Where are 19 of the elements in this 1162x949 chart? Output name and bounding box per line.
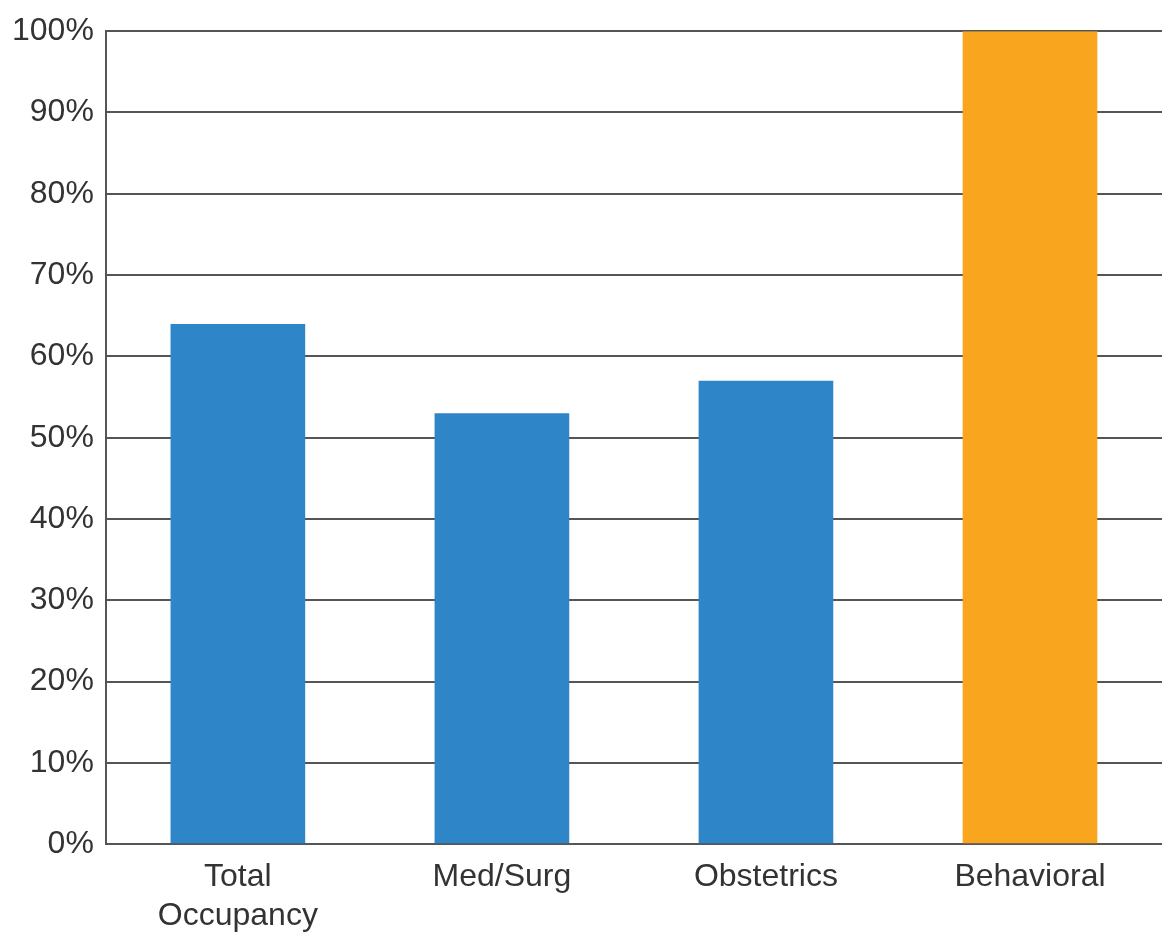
y-tick-label: 100% [12,11,94,48]
y-tick-label: 80% [29,173,94,210]
y-tick-label: 10% [29,742,94,779]
y-tick-label: 20% [29,661,94,698]
y-tick-label: 70% [29,254,94,291]
y-tick-label: 30% [29,580,94,617]
y-tick-label: 50% [29,417,94,454]
y-tick-label: 60% [29,336,94,373]
bar [434,413,570,844]
y-tick-label: 0% [47,824,94,861]
x-tick-label: Med/Surg [432,857,572,894]
y-tick-label: 40% [29,498,94,535]
x-tick-label: Total Occupancy [157,857,318,932]
bar [698,380,834,844]
bar [170,323,306,844]
y-tick-label: 90% [29,92,94,129]
x-tick-label: Behavioral [954,857,1106,894]
bar [962,31,1098,844]
x-tick-label: Obstetrics [693,857,838,894]
